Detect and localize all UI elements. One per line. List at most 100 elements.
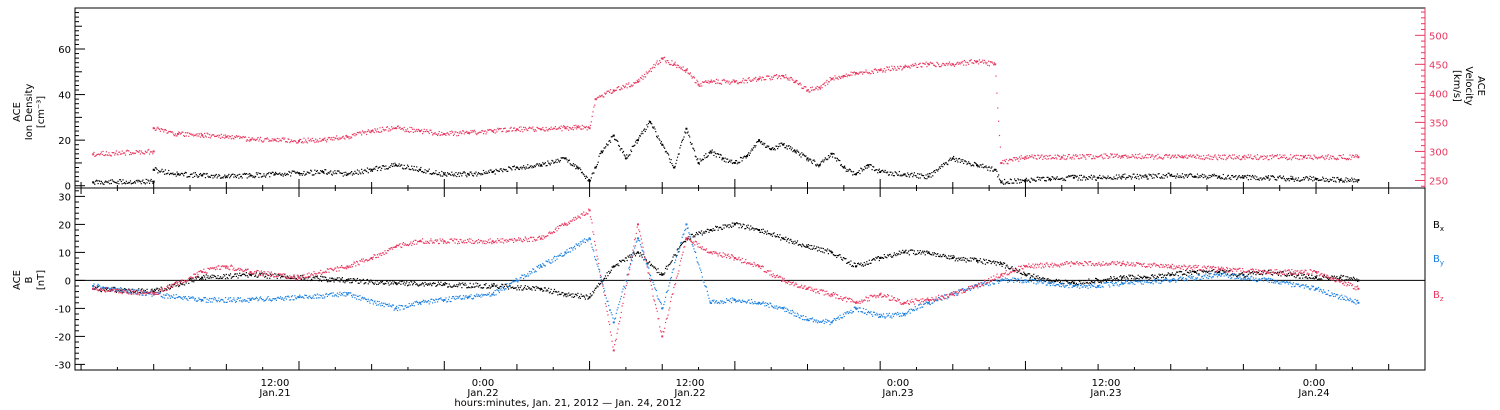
bx-point [946,257,948,259]
density-point [121,183,123,185]
density-point [227,175,229,177]
density-point [1091,178,1093,180]
velocity-point [838,75,840,77]
velocity-point [719,83,721,85]
bx-point [675,255,678,257]
velocity-point [649,70,651,72]
velocity-point [1071,158,1073,160]
bx-point [838,254,840,256]
velocity-point [408,131,410,133]
bx-point [674,254,676,256]
bx-point [1296,275,1298,277]
density-point [438,172,440,174]
bx-point [290,277,292,280]
density-point [716,153,718,155]
density-point [1306,176,1308,178]
bx-point [1140,276,1143,278]
bx-point [602,280,604,282]
velocity-point [932,62,934,64]
density-point [1005,181,1007,183]
velocity-point [330,139,332,141]
bx-point [168,284,171,286]
velocity-point [1319,157,1321,159]
density-point [1240,177,1242,179]
bx-point [714,229,716,231]
velocity-point [579,125,581,128]
bx-point [640,254,642,256]
bx-point [167,286,169,288]
density-point [529,165,531,168]
density-point [403,164,405,167]
bx-point [559,293,561,296]
velocity-point [325,139,327,141]
density-point [386,168,389,170]
bx-point [343,280,345,282]
velocity-point [867,72,869,74]
bx-point [1256,271,1258,273]
velocity-point [1269,155,1271,157]
density-point [998,174,1000,176]
bx-point [222,276,224,278]
by-point [182,298,184,301]
velocity-point [438,131,440,133]
by-point [193,297,195,299]
bx-point [889,253,891,255]
bx-point [829,250,831,252]
density-point [163,170,165,173]
density-point [251,175,253,177]
density-point [1268,179,1270,181]
density-point [1099,174,1101,177]
bx-point [887,254,889,256]
bx-point [516,289,518,291]
bx-point [126,291,128,293]
bx-point [639,252,642,254]
density-point [296,171,298,173]
density-point [657,135,659,137]
velocity-point [125,150,127,152]
velocity-point [391,128,394,130]
bx-point [300,279,303,281]
density-point [224,177,227,179]
velocity-point [1139,153,1141,155]
bx-point [841,258,843,260]
density-point [693,148,695,150]
density-point [1161,177,1163,179]
velocity-point [772,76,774,78]
density-point [1133,173,1135,175]
density-point [940,165,942,167]
velocity-point [295,142,298,144]
velocity-point [1279,154,1281,156]
density-point [528,167,530,169]
velocity-point [507,130,509,133]
density-point [548,163,551,165]
density-point [244,172,246,175]
bx-point [637,251,640,254]
velocity-point [355,133,357,135]
bx-point [1074,284,1077,286]
bx-point [533,287,536,289]
velocity-point [374,128,376,130]
velocity-point [626,87,628,89]
velocity-point [178,131,180,133]
density-point [1222,173,1224,176]
density-point [518,168,521,171]
velocity-point [987,64,989,66]
density-point [233,176,235,178]
bx-point [251,273,253,275]
velocity-point [364,131,366,133]
velocity-point [134,152,137,154]
bx-point [791,242,794,244]
by-point [211,301,213,303]
bx-point [421,282,424,284]
density-point [467,173,470,176]
velocity-point [1078,158,1080,160]
bx-point [224,278,227,280]
velocity-point [638,78,640,80]
density-point [713,154,715,157]
density-point [460,173,462,175]
bx-point [1216,272,1219,274]
velocity-point [586,129,588,131]
density-point [1340,177,1342,180]
velocity-point [612,91,614,93]
by-point [244,299,246,301]
